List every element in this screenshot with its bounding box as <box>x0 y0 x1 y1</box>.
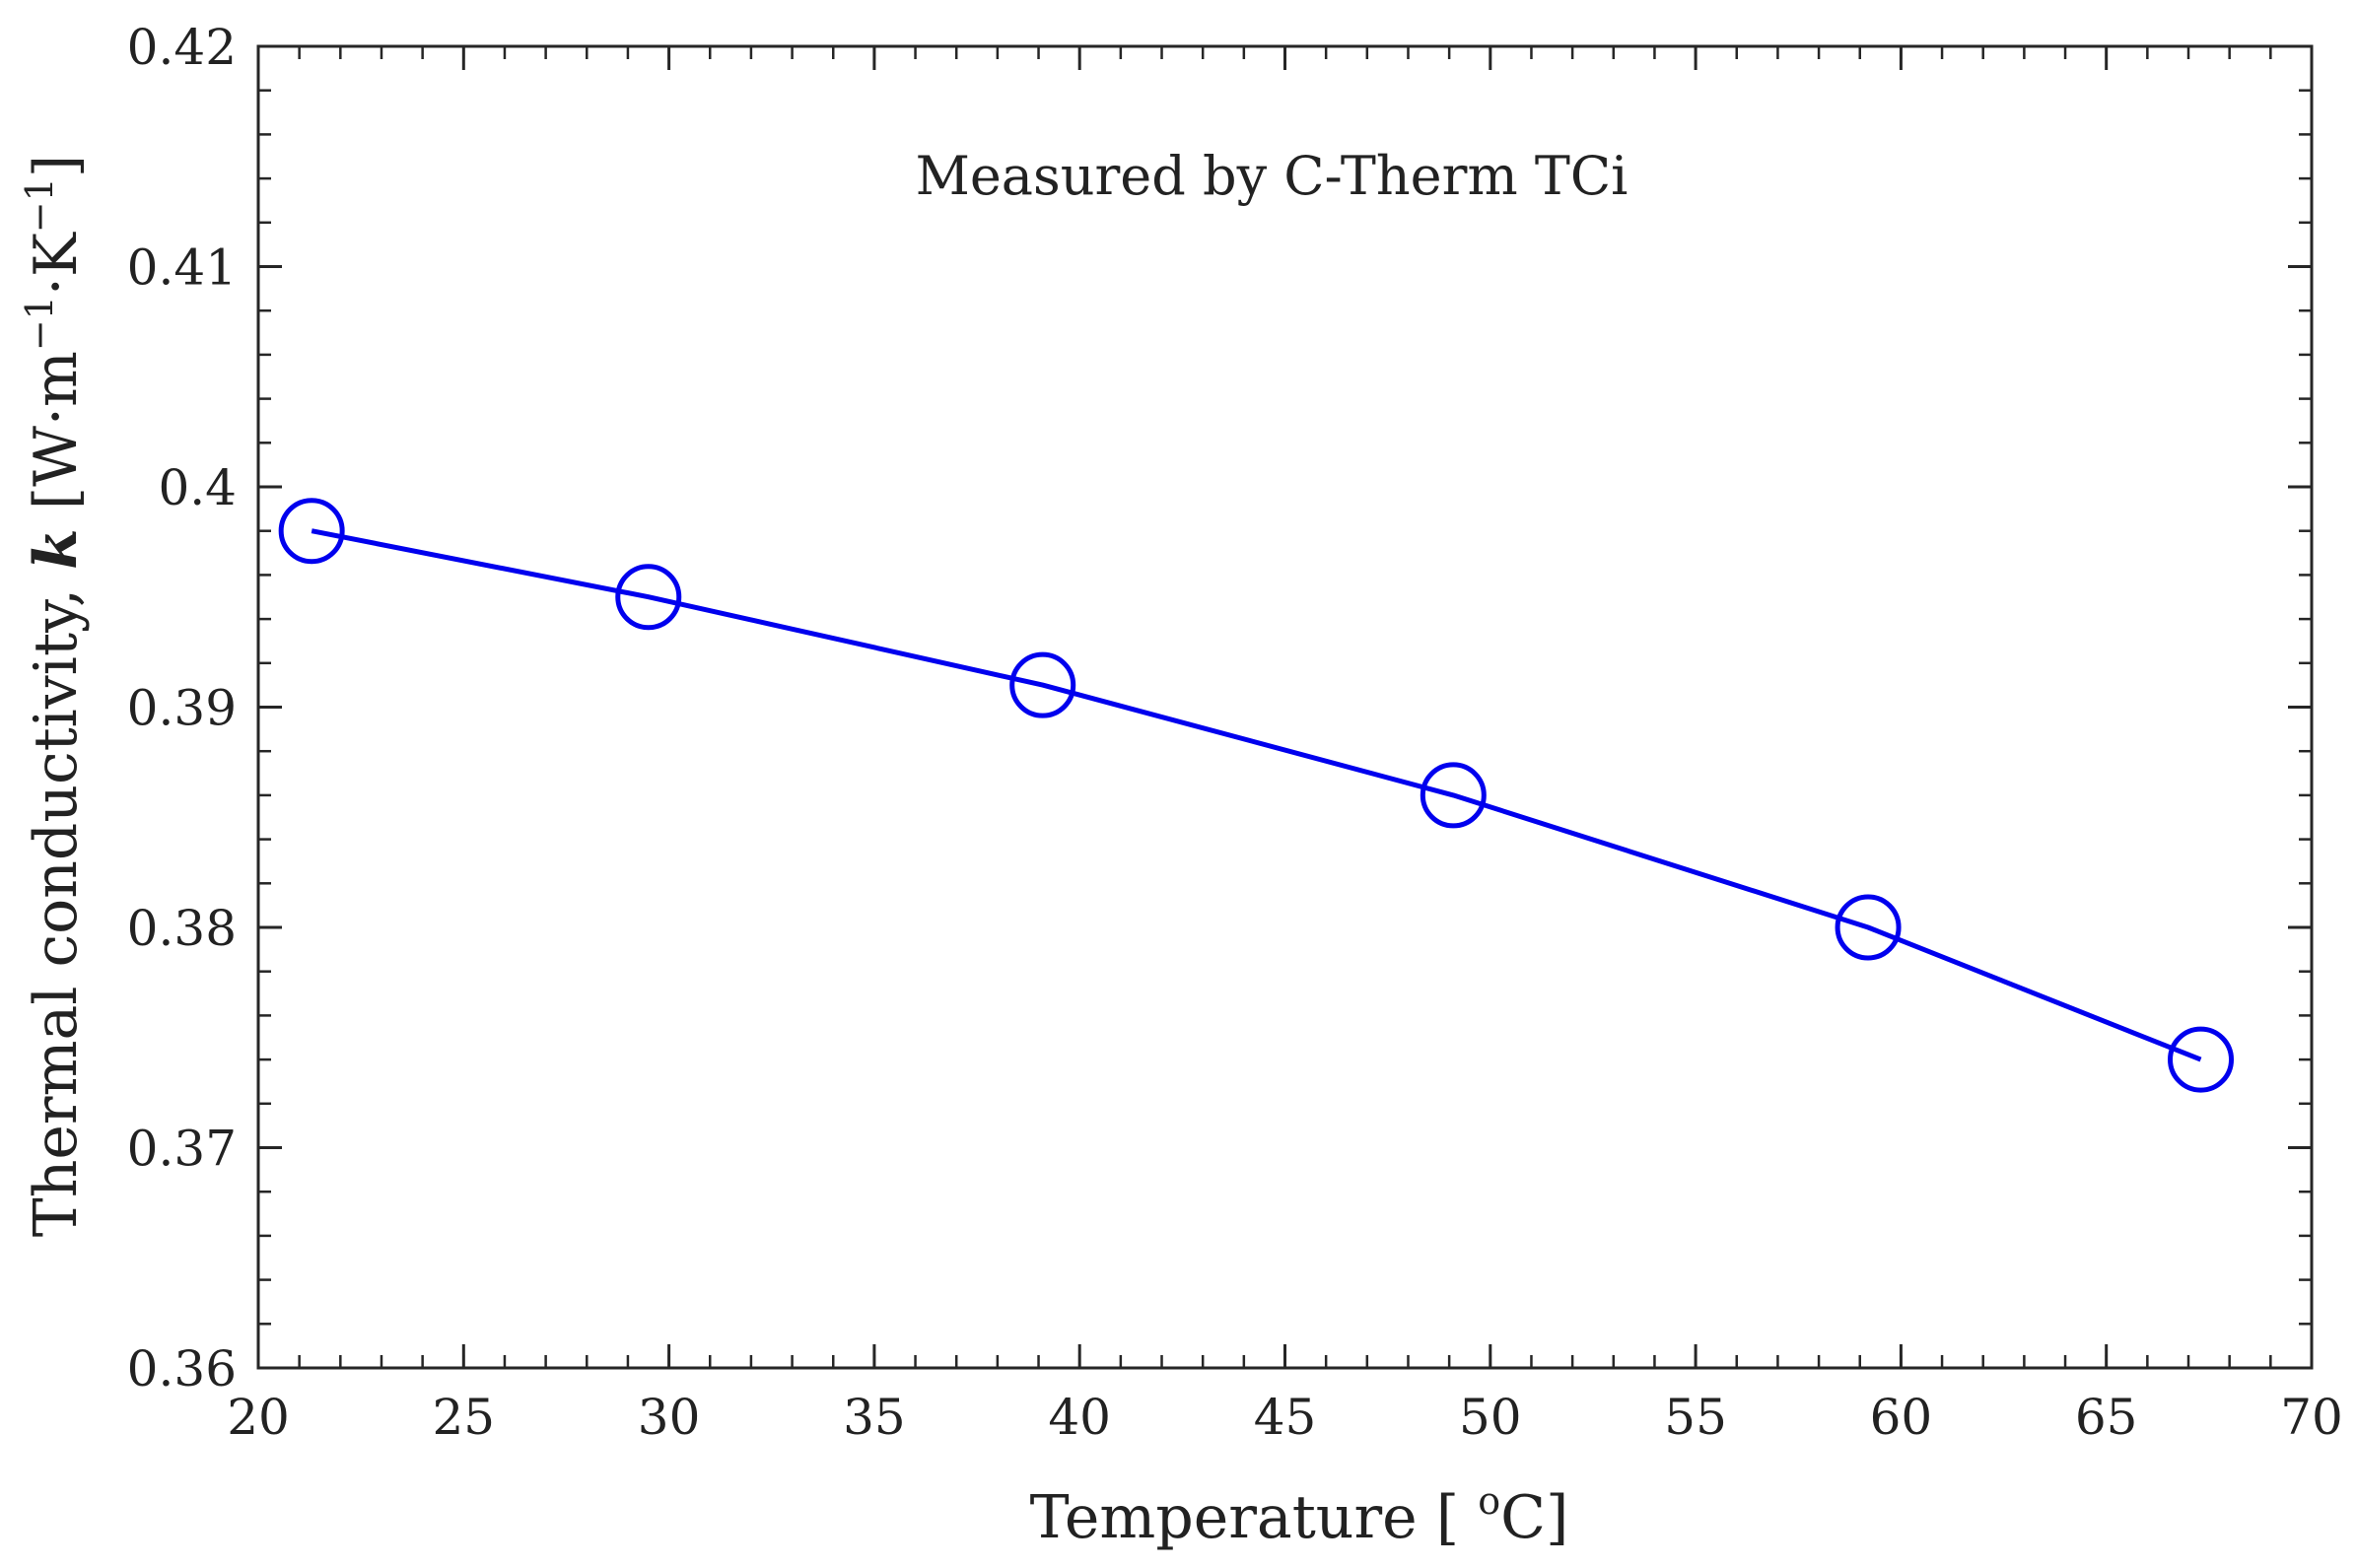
data-point <box>615 564 682 631</box>
x-axis-label: Temperature [ oC] <box>1030 1479 1569 1552</box>
x-tick-label: 70 <box>2280 1389 2343 1446</box>
y-axis-label-open: [W·m <box>22 351 91 528</box>
y-tick-label: 0.39 <box>127 680 237 737</box>
x-axis-label-main: Temperature [ <box>1030 1483 1479 1552</box>
chart-annotation: Measured by C-Therm TCi <box>916 145 1628 207</box>
data-point <box>1009 651 1076 718</box>
x-tick-label: 30 <box>638 1389 701 1446</box>
x-tick-label: 65 <box>2075 1389 2138 1446</box>
x-tick-label: 25 <box>432 1389 495 1446</box>
y-axis-label-main: Thermal conductivity, <box>22 570 91 1237</box>
x-tick-label: 35 <box>843 1389 906 1446</box>
y-axis-label-mid: ·K <box>22 232 91 296</box>
x-tick-label: 40 <box>1048 1389 1111 1446</box>
y-tick-label: 0.41 <box>127 239 237 297</box>
axis-tick-labels: 20 25 30 35 40 45 50 55 60 65 70 0.36 0.37 0.38 0.39 0.… <box>127 19 2343 1446</box>
y-tick-label: 0.42 <box>127 19 237 76</box>
data-point <box>1420 762 1487 829</box>
y-axis-label-exp2: −1 <box>18 177 61 233</box>
y-axis-label: Thermal conductivity, k [W·m−1·K−1] <box>18 155 91 1237</box>
series-line <box>311 528 2202 1062</box>
y-axis-label-close: ] <box>22 155 91 177</box>
y-axis-label-exp1: −1 <box>18 296 61 351</box>
x-tick-label: 55 <box>1664 1389 1727 1446</box>
data-point <box>278 498 345 565</box>
x-tick-label: 20 <box>227 1389 290 1446</box>
x-tick-label: 60 <box>1870 1389 1933 1446</box>
y-tick-label: 0.38 <box>127 900 237 957</box>
y-axis-label-symbol: k <box>22 528 91 570</box>
y-tick-label: 0.37 <box>127 1121 237 1178</box>
data-point <box>1835 894 1902 961</box>
plot-frame <box>256 44 2314 1370</box>
x-axis-label-degree: o <box>1478 1479 1500 1523</box>
x-axis-label-unit: C] <box>1500 1483 1568 1552</box>
x-tick-label: 45 <box>1254 1389 1317 1446</box>
data-point <box>2168 1026 2235 1093</box>
y-tick-label: 0.36 <box>127 1340 237 1398</box>
y-tick-label: 0.4 <box>158 459 237 516</box>
series-layer <box>278 498 2235 1093</box>
x-tick-label: 50 <box>1459 1389 1522 1446</box>
